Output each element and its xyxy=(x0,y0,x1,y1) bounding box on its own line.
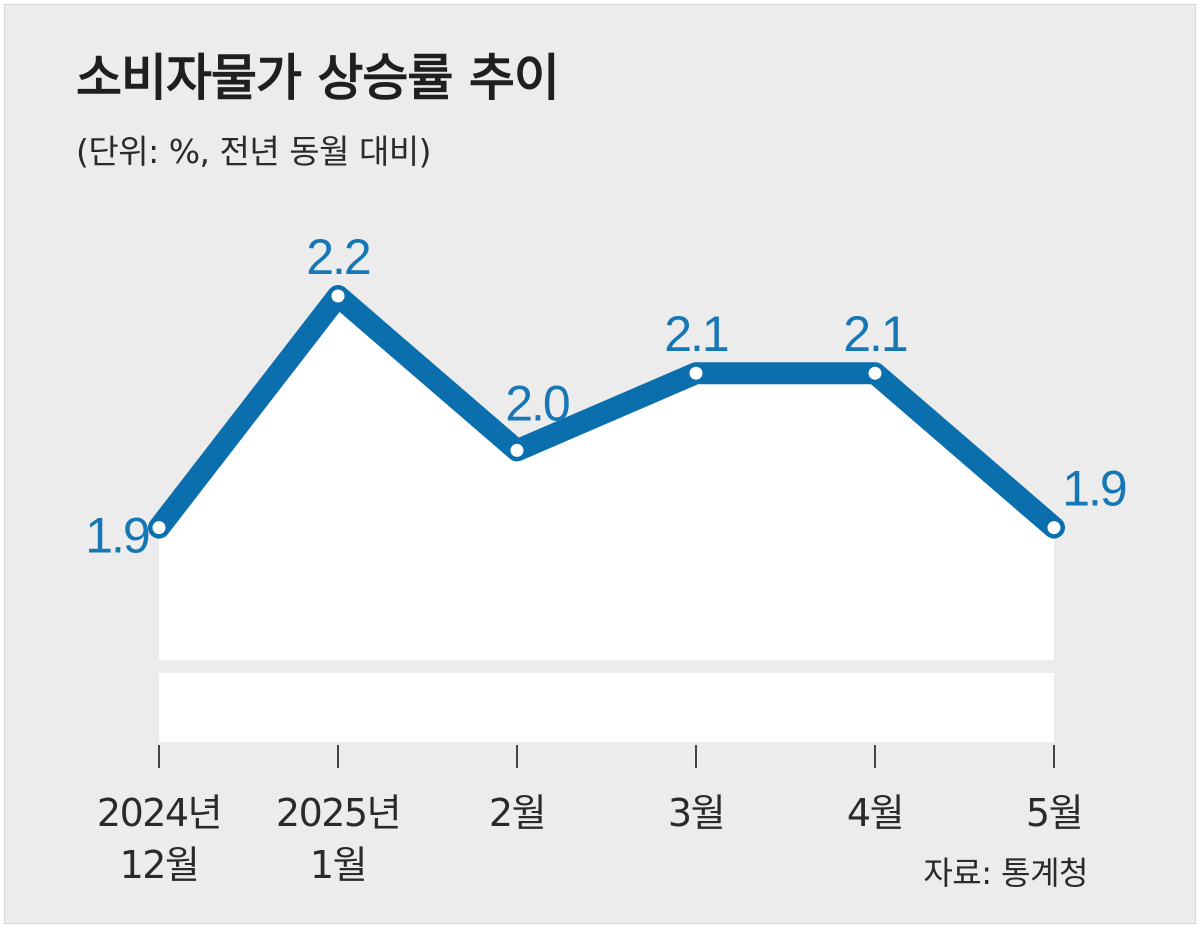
x-tick-label: 2월 xyxy=(489,791,545,835)
data-label: 2.1 xyxy=(843,306,907,362)
x-tick-label: 12월 xyxy=(120,843,199,887)
chart-subtitle: (단위: %, 전년 동월 대비) xyxy=(76,132,432,171)
x-tick-label: 3월 xyxy=(668,791,724,835)
x-tick-label: 5월 xyxy=(1026,791,1082,835)
data-label: 2.0 xyxy=(505,375,569,431)
area-fill xyxy=(159,296,1054,660)
x-tick-label: 1월 xyxy=(310,843,366,887)
chart-title: 소비자물가 상승률 추이 xyxy=(76,49,560,107)
series-line xyxy=(148,285,1065,539)
data-point xyxy=(865,363,885,383)
data-label: 2.2 xyxy=(306,229,370,285)
data-point xyxy=(149,518,169,538)
data-label: 1.9 xyxy=(1062,461,1126,517)
source-note: 자료: 통계청 xyxy=(923,854,1088,892)
data-label: 1.9 xyxy=(85,508,149,564)
data-label: 2.1 xyxy=(664,306,728,362)
data-point xyxy=(1044,518,1064,538)
x-tick-label: 2024년 xyxy=(97,791,221,835)
data-point xyxy=(507,440,527,460)
x-tick-label: 4월 xyxy=(847,791,903,835)
data-point xyxy=(686,363,706,383)
x-tick-label: 2025년 xyxy=(276,791,400,835)
data-point xyxy=(328,286,348,306)
plot-band xyxy=(159,673,1054,742)
